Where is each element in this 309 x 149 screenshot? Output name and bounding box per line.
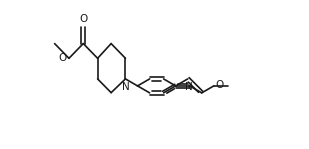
Text: N: N <box>184 82 192 92</box>
Text: O: O <box>79 14 87 24</box>
Text: O: O <box>216 80 224 90</box>
Text: N: N <box>122 82 130 92</box>
Text: O: O <box>58 53 66 63</box>
